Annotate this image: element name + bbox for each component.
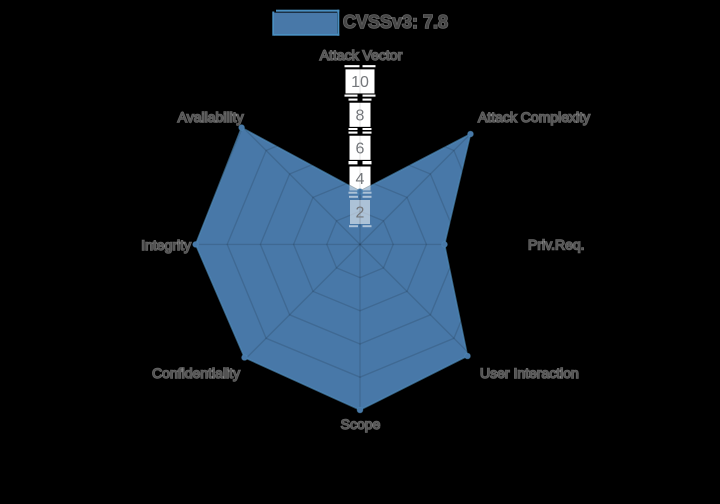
svg-text:Availability: Availability bbox=[178, 109, 244, 125]
svg-text:User Interaction: User Interaction bbox=[480, 365, 579, 381]
svg-text:Integrity: Integrity bbox=[141, 237, 191, 253]
svg-text:Attack Vector: Attack Vector bbox=[320, 47, 403, 63]
svg-text:Confidentiality: Confidentiality bbox=[152, 365, 240, 381]
svg-text:10: 10 bbox=[351, 74, 369, 91]
svg-text:8: 8 bbox=[356, 108, 365, 125]
svg-text:Attack Complexity: Attack Complexity bbox=[478, 109, 590, 125]
svg-text:Priv.Req.: Priv.Req. bbox=[528, 237, 585, 253]
svg-text:2: 2 bbox=[356, 205, 365, 222]
svg-text:4: 4 bbox=[356, 171, 365, 188]
svg-text:Scope: Scope bbox=[341, 416, 381, 432]
svg-text:6: 6 bbox=[356, 141, 365, 158]
svg-text:CVSSv3: 7.8: CVSSv3: 7.8 bbox=[343, 12, 448, 32]
